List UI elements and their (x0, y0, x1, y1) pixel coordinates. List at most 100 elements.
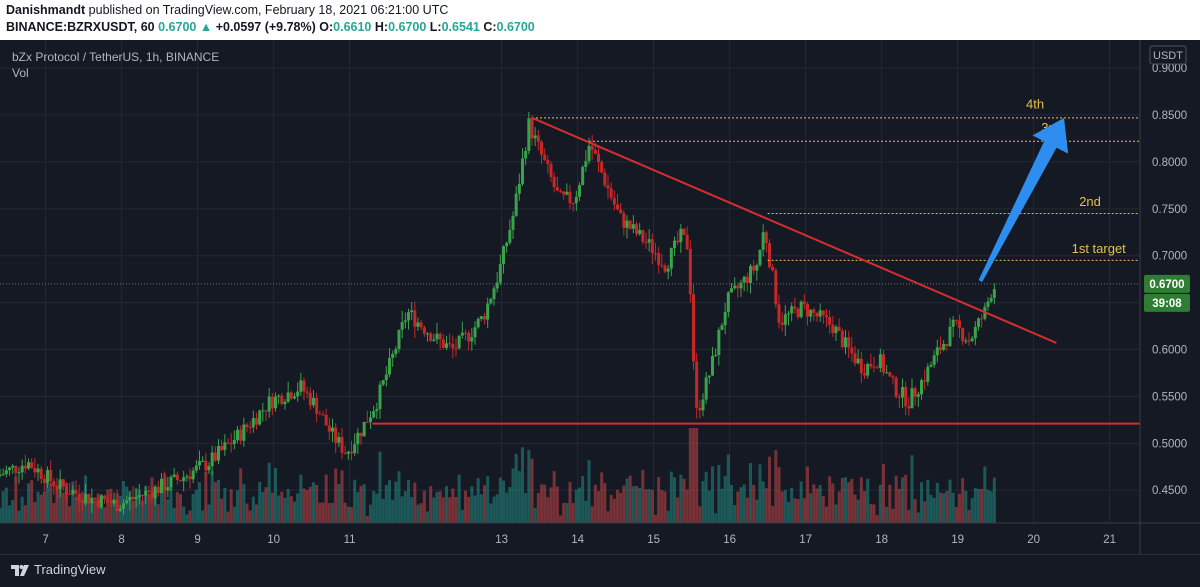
volume-bar (65, 482, 68, 523)
volume-bar (989, 491, 993, 523)
candle-body (312, 397, 315, 406)
candle-body (958, 320, 961, 329)
volume-bar (533, 507, 537, 523)
volume-bar (8, 505, 11, 523)
candle-body (128, 496, 132, 501)
volume-bar (581, 476, 585, 523)
candle-body (840, 330, 844, 348)
volume-bar (796, 499, 800, 523)
volume-bar (87, 498, 91, 523)
volume-bar (590, 506, 594, 523)
volume-bar (701, 481, 705, 523)
candle-body (910, 388, 914, 409)
volume-bar (669, 471, 673, 523)
volume-bar (565, 502, 569, 523)
volume-bar (46, 478, 49, 523)
grid (0, 40, 1140, 523)
candle-body (777, 304, 781, 323)
volume-bar (280, 491, 284, 523)
volume-bar (787, 501, 790, 523)
candle-body (267, 396, 271, 412)
candle-body (299, 380, 303, 392)
candle-body (20, 465, 24, 473)
volume-bar (961, 477, 965, 523)
candle-body (638, 229, 642, 235)
price-chart[interactable]: 1st target2nd3rd4th 0.90000.85000.80000.… (0, 40, 1200, 554)
candle-body (679, 228, 683, 243)
volume-bar (296, 493, 300, 523)
volume-bar (679, 474, 683, 523)
volume-bar (141, 500, 144, 523)
volume-bar (372, 491, 376, 523)
candle-body (14, 465, 18, 473)
candle-body (403, 320, 407, 323)
candle-body (692, 294, 695, 362)
volume-bar (641, 469, 645, 523)
candle-body (397, 329, 401, 350)
currency-box[interactable] (1149, 45, 1187, 65)
volume-bar (638, 487, 642, 523)
volume-bar (359, 485, 363, 523)
candle-body (343, 452, 347, 454)
time-tick-label: 13 (495, 534, 508, 546)
volume-bar (536, 493, 540, 523)
volume-bar (302, 488, 306, 523)
candle-body (198, 461, 201, 466)
candle-body (286, 392, 290, 402)
volume-bar (17, 510, 21, 523)
candle-body (103, 495, 106, 500)
candle-body (8, 467, 11, 471)
price-tick-label: 0.8000 (1152, 157, 1187, 169)
candle-body (935, 347, 939, 356)
candle-body (787, 313, 790, 315)
candle-body (185, 476, 189, 478)
author-name[interactable]: Danishmandt (6, 3, 86, 17)
candle-body (318, 413, 322, 415)
candle-body (264, 410, 268, 412)
candle-body (93, 497, 97, 500)
candle-body (942, 343, 946, 350)
candle-body (635, 224, 638, 235)
volume-bar (245, 503, 249, 523)
volume-bar (958, 493, 961, 523)
price-tick-label: 0.7500 (1152, 204, 1187, 216)
candle-body (416, 322, 420, 327)
volume-bar (872, 504, 876, 523)
volume-bar (625, 478, 629, 523)
candle-body (644, 241, 648, 243)
candle-body (251, 418, 255, 428)
candle-body (201, 460, 205, 462)
time-tick-label: 9 (194, 534, 200, 546)
candle-body (768, 243, 771, 267)
volume-bar (673, 477, 676, 523)
volume-bar (758, 464, 762, 523)
volume-bar (856, 499, 860, 523)
volume-bar (331, 502, 334, 523)
candle-body (486, 303, 490, 320)
candle-body (511, 215, 515, 230)
candle-body (42, 478, 46, 483)
volume-bar (308, 486, 312, 523)
time-axis[interactable]: 7 8 9 10 11 13 14 15 16 17 18 19 20 21 (0, 522, 1200, 546)
candle-body (609, 188, 613, 198)
volume-bar (711, 466, 714, 523)
candle-body (521, 158, 524, 184)
candle-body (492, 288, 496, 300)
candle-body (118, 508, 122, 512)
tradingview-logo[interactable]: TradingView (10, 562, 106, 577)
volume-bar (882, 464, 885, 523)
candle-body (33, 467, 37, 473)
volume-bar (274, 467, 277, 523)
volume-bar (901, 477, 904, 523)
candle-body (970, 338, 974, 341)
candle-body (315, 397, 319, 414)
volume-bar (410, 497, 414, 523)
candle-body (464, 332, 467, 334)
price-axis[interactable]: 0.90000.85000.80000.75000.70000.65000.60… (1139, 40, 1200, 554)
volume-bar (603, 483, 607, 523)
chart-panel[interactable]: 1st target2nd3rd4th 0.90000.85000.80000.… (0, 40, 1200, 554)
volume-bar (736, 491, 740, 523)
currency-label[interactable]: USDT (1153, 50, 1183, 62)
volume-bar (932, 497, 936, 523)
candle-body (837, 326, 841, 331)
